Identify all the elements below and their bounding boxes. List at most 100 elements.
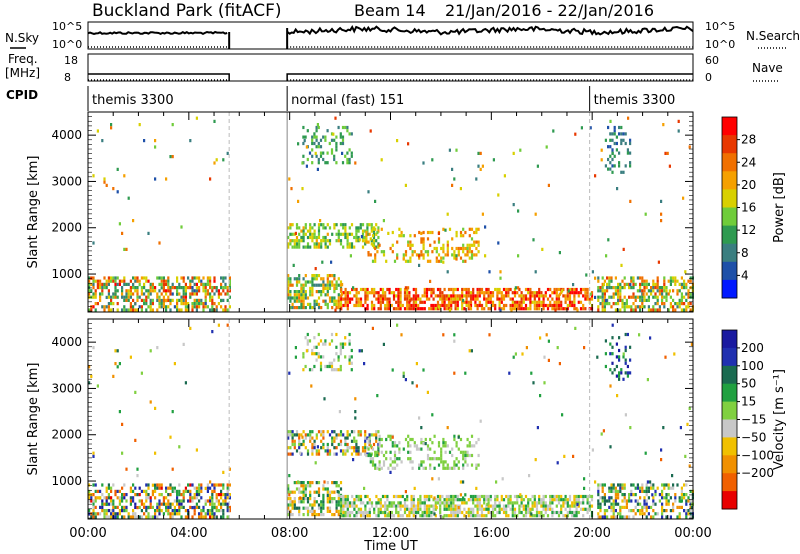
heatmap-cell (202, 509, 205, 513)
heatmap-cell (557, 494, 561, 499)
heatmap-cell (454, 507, 457, 511)
heatmap-cell (450, 300, 453, 304)
heatmap-cell (414, 287, 418, 292)
heatmap-cell (317, 449, 321, 453)
heatmap-cell (678, 515, 681, 519)
heatmap-cell (121, 308, 124, 312)
heatmap-cell (328, 239, 332, 243)
heatmap-cell (417, 303, 420, 308)
heatmap-cell (656, 279, 659, 283)
heatmap-cell (191, 496, 194, 500)
heatmap-cell (112, 502, 115, 506)
heatmap-cell (306, 452, 310, 456)
heatmap-cell (557, 514, 561, 518)
heatmap-cell (340, 307, 343, 311)
heatmap-cell (524, 294, 528, 298)
heatmap-cell (315, 235, 318, 240)
heatmap-cell (213, 502, 216, 506)
heatmap-cell (173, 362, 176, 366)
heatmap-cell (477, 463, 480, 467)
y-tick-label: 1000 (51, 474, 82, 488)
cpid-mode-label: normal (fast) 151 (291, 93, 404, 108)
heatmap-cell (306, 481, 310, 485)
heatmap-cell (209, 276, 212, 280)
heatmap-cell (195, 502, 198, 506)
heatmap-cell (116, 190, 119, 194)
heatmap-cell (198, 302, 201, 306)
heatmap-cell (304, 293, 307, 297)
heatmap-cell (678, 282, 681, 286)
heatmap-cell (494, 287, 497, 292)
heatmap-cell (434, 501, 437, 505)
heatmap-cell (487, 294, 490, 298)
heatmap-cell (516, 291, 519, 295)
heatmap-cell (442, 250, 445, 254)
heatmap-cell (226, 292, 229, 296)
heatmap-cell (625, 499, 628, 503)
heatmap-cell (156, 515, 159, 519)
heatmap-cell (211, 289, 214, 293)
heatmap-cell (604, 339, 607, 343)
heatmap-cell (298, 446, 301, 450)
heatmap-cell (585, 273, 588, 277)
xaxis-label: Time UT (363, 539, 417, 554)
heatmap-cell (158, 509, 161, 513)
heatmap-cell (306, 433, 310, 437)
heatmap-cell (293, 442, 296, 447)
heatmap-cell (291, 442, 294, 447)
heatmap-cell (604, 164, 607, 168)
heatmap-cell (366, 287, 369, 292)
heatmap-cell (340, 504, 343, 508)
heatmap-cell (376, 394, 379, 398)
heatmap-cell (562, 514, 565, 518)
heatmap-cell (628, 305, 631, 309)
heatmap-cell (162, 305, 165, 309)
colorbar-segment (722, 225, 737, 245)
heatmap-cell (566, 510, 569, 515)
heatmap-cell (129, 496, 132, 500)
heatmap-cell (304, 274, 307, 278)
heatmap-cell (520, 294, 523, 298)
heatmap-cell (428, 514, 431, 518)
heatmap-cell (158, 512, 161, 516)
heatmap-cell (538, 294, 541, 298)
heatmap-cell (529, 294, 532, 298)
heatmap-cell (654, 308, 657, 312)
heatmap-cell (513, 291, 517, 295)
heatmap-cell (474, 504, 477, 508)
heatmap-cell (118, 509, 121, 513)
heatmap-cell (211, 489, 214, 493)
heatmap-cell (630, 295, 633, 299)
heatmap-cell (463, 501, 466, 505)
heatmap-cell (169, 502, 172, 506)
heatmap-cell (337, 299, 340, 303)
heatmap-cell (468, 256, 471, 260)
heatmap-cell (654, 286, 657, 290)
heatmap-cell (162, 502, 165, 506)
heatmap-cell (419, 494, 422, 499)
heatmap-cell (459, 450, 463, 454)
heatmap-cell (622, 170, 625, 174)
heatmap-cell (302, 442, 305, 447)
heatmap-cell (623, 282, 626, 286)
heatmap-cell (603, 308, 606, 312)
heatmap-cell (618, 377, 621, 381)
heatmap-cell (182, 505, 185, 509)
heatmap-cell (377, 226, 380, 230)
heatmap-cell (630, 483, 633, 487)
heatmap-cell (524, 297, 528, 301)
heatmap-cell (302, 500, 305, 504)
heatmap-cell (439, 514, 442, 518)
heatmap-cell (489, 494, 492, 499)
heatmap-cell (442, 444, 445, 448)
heatmap-cell (609, 352, 612, 356)
heatmap-cell (143, 302, 146, 306)
heatmap-cell (331, 430, 334, 434)
heatmap-cell (422, 230, 425, 235)
heatmap-cell (110, 515, 113, 519)
heatmap-cell (105, 515, 108, 519)
heatmap-cell (470, 256, 474, 260)
heatmap-cell (378, 467, 381, 471)
heatmap-cell (361, 232, 365, 236)
